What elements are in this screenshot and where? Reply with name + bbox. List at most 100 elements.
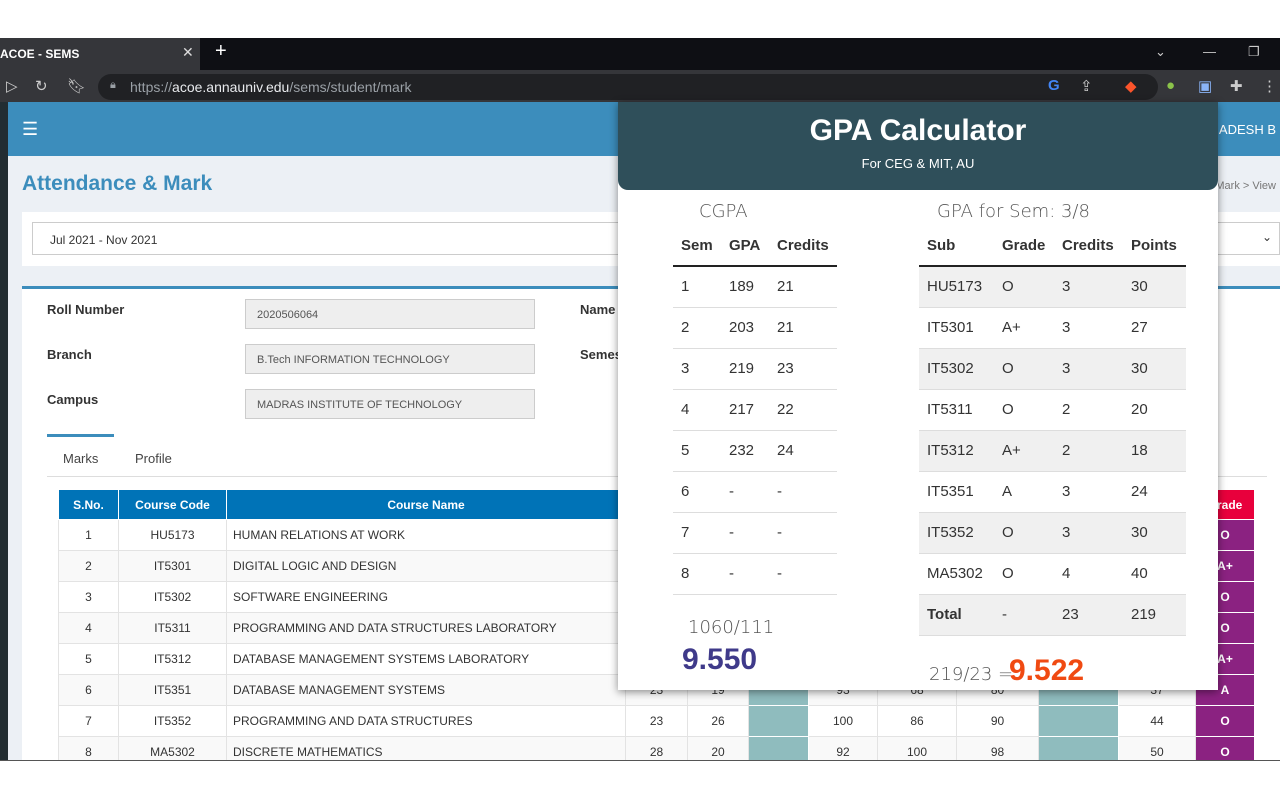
cgpa-header-sem: Sem [673,225,721,267]
cell-mark [1038,705,1119,737]
sem-cell: 40 [1123,553,1186,595]
cell-sno: 2 [58,550,119,582]
sem-cell: 30 [1123,266,1186,308]
cell-sno: 7 [58,705,119,737]
sem-header-points: Points [1123,225,1186,267]
cell-code: HU5173 [118,519,227,551]
google-icon[interactable]: G [1048,77,1060,94]
sem-cell: 30 [1123,512,1186,554]
cell-grade: A [1195,674,1255,706]
sem-cell: 30 [1123,348,1186,390]
sem-cell: 3 [1054,348,1123,390]
cell-code: IT5352 [118,705,227,737]
hamburger-menu-icon[interactable]: ☰ [22,119,39,139]
sem-gpa-table: Sub Grade Credits Points HU5173 O 3 30 IT5301 A+… [919,225,1186,636]
cgpa-cell: - [769,512,837,554]
sem-row: HU5173 O 3 30 [919,266,1186,308]
address-bar[interactable]: 🔒︎ https://acoe.annauniv.edu/sems/student… [98,74,1158,100]
cell-name: DIGITAL LOGIC AND DESIGN [226,550,626,582]
cell-sno: 1 [58,519,119,551]
close-tab-icon[interactable]: ✕ [182,44,194,60]
sem-row: IT5301 A+ 3 27 [919,307,1186,349]
cgpa-header-gpa: GPA [721,225,769,267]
sem-cell: A [994,471,1054,513]
cgpa-row: 8-- [673,553,837,595]
cell-name: PROGRAMMING AND DATA STRUCTURES LABORATO… [226,612,626,644]
brave-icon[interactable]: ◆ [1125,78,1137,95]
tab-marks[interactable]: Marks [63,451,99,466]
header-code: Course Code [118,489,227,520]
cgpa-row: 6-- [673,471,837,513]
cell-name: DATABASE MANAGEMENT SYSTEMS [226,674,626,706]
cgpa-value: 9.550 [682,643,758,676]
gpa-title: GPA Calculator [809,114,1027,147]
name-label: Name [580,302,616,317]
cgpa-cell: 203 [721,307,769,349]
cgpa-cell: 189 [721,266,769,308]
sem-cell: 3 [1054,307,1123,349]
sem-cell: IT5301 [919,307,994,349]
cgpa-row: 3 219 23 [673,348,837,390]
share-icon[interactable]: ⇪ [1080,78,1093,95]
gpa-extension-icon[interactable]: ▣ [1198,78,1213,95]
cell-mark: 90 [956,705,1039,737]
sem-gpa-caption: GPA for Sem: 3/8 [937,201,1090,222]
sem-cell: HU5173 [919,266,994,308]
cgpa-header-credits: Credits [769,225,837,267]
tab-profile[interactable]: Profile [135,451,172,466]
sem-cell: 27 [1123,307,1186,349]
tab-title: ACOE - SEMS [0,47,80,61]
new-tab-icon[interactable]: + [215,40,227,62]
cell-code: IT5311 [118,612,227,644]
menu-icon[interactable]: ⋮ [1262,78,1277,95]
tab-search-icon[interactable]: ⌄ [1155,44,1166,59]
cell-code: IT5302 [118,581,227,613]
cell-name: PROGRAMMING AND DATA STRUCTURES [226,705,626,737]
cell-sno: 6 [58,674,119,706]
cgpa-cell: 232 [721,430,769,472]
cgpa-cell: - [721,471,769,513]
page-title: Attendance & Mark [22,172,213,195]
table-row: 7 IT5352 PROGRAMMING AND DATA STRUCTURES 23… [58,705,1255,737]
extension-icon[interactable]: ● [1166,77,1176,94]
roll-label: Roll Number [47,302,125,317]
sem-header-credits: Credits [1054,225,1123,267]
browser-tab[interactable]: ACOE - SEMS [0,38,200,70]
cgpa-cell: 22 [769,389,837,431]
gpa-fraction: 219/23 = [929,664,1014,685]
cell-sno: 5 [58,643,119,675]
sem-row: IT5352 O 3 30 [919,512,1186,554]
header-sno: S.No. [58,489,119,520]
sem-cell: IT5312 [919,430,994,472]
extensions-puzzle-icon[interactable]: ✚ [1230,78,1243,95]
cgpa-cell: 8 [673,553,721,595]
cell-mark: 26 [687,705,749,737]
cell-mark [748,705,809,737]
total-cell: - [994,594,1054,636]
sem-cell: 3 [1054,512,1123,554]
sem-header-sub: Sub [919,225,994,267]
sem-cell: 3 [1054,266,1123,308]
sem-row: IT5311 O 2 20 [919,389,1186,431]
cgpa-cell: - [721,512,769,554]
maximize-icon[interactable]: ❐ [1248,44,1260,59]
gpa-header: GPA Calculator For CEG & MIT, AU [618,102,1218,190]
branch-label: Branch [47,347,92,362]
url-path: /sems/student/mark [289,79,412,95]
cgpa-cell: 217 [721,389,769,431]
cell-sno: 3 [58,581,119,613]
cell-grade: O [1195,705,1255,737]
cgpa-cell: 6 [673,471,721,513]
sem-cell: 24 [1123,471,1186,513]
sem-cell: 20 [1123,389,1186,431]
cell-name: SOFTWARE ENGINEERING [226,581,626,613]
forward-icon[interactable]: ▷ [6,78,18,95]
cell-mark: 100 [808,705,878,737]
sem-cell: 2 [1054,430,1123,472]
gpa-value: 9.522 [1009,654,1085,687]
sem-row: IT5302 O 3 30 [919,348,1186,390]
minimize-icon[interactable]: — [1203,44,1216,59]
reload-icon[interactable]: ↻ [35,78,48,95]
bookmark-icon[interactable]: 🔖︎ [67,78,87,95]
sidebar [0,102,8,760]
